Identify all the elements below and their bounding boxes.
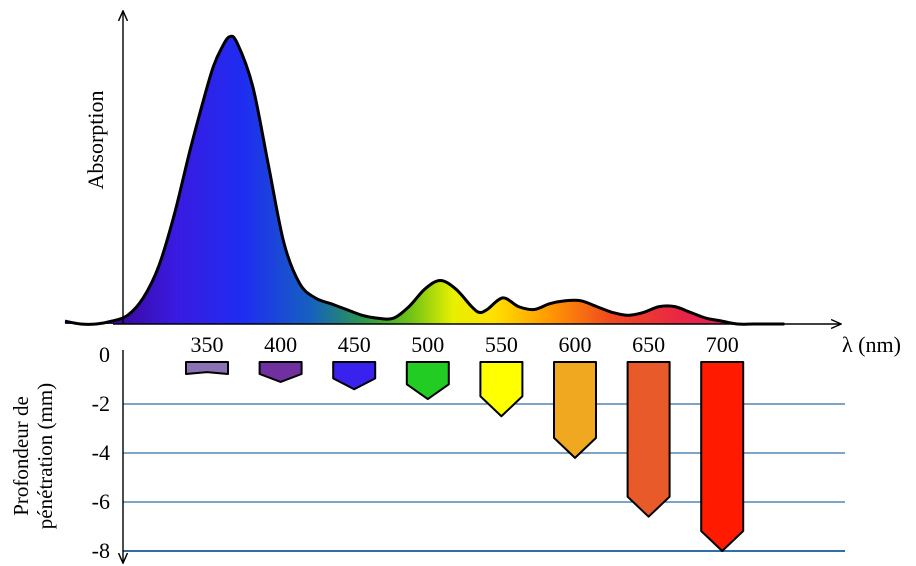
depth-tick-label: 0 [99, 342, 110, 367]
wavelength-tick-label: 700 [706, 332, 739, 357]
wavelength-tick-label: 350 [191, 332, 224, 357]
wavelength-tick-label: 400 [264, 332, 297, 357]
penetration-bar-400 [258, 361, 303, 383]
penetration-bar-650 [626, 361, 671, 518]
wavelength-tick-label: 600 [559, 332, 592, 357]
wavelength-axis-title: λ (nm) [842, 332, 901, 357]
wavelength-tick-label: 450 [338, 332, 371, 357]
absorption-curve-line [64, 34, 785, 326]
wavelength-tick-label: 500 [411, 332, 444, 357]
wavelength-tick-label: 550 [485, 332, 518, 357]
depth-tick-label: -6 [92, 489, 110, 514]
penetration-bars [185, 361, 745, 552]
absorption-axis-title: Absorption [83, 91, 108, 190]
penetration-bar-500 [405, 361, 450, 401]
absorption-curve-fill [65, 36, 785, 325]
penetration-bar-600 [553, 361, 597, 459]
wavelength-tick-labels: 350 400 450 500 550 600 650 700 [191, 332, 739, 357]
penetration-bar-350 [185, 361, 229, 375]
penetration-bar-700 [700, 361, 745, 552]
depth-tick-label: -8 [92, 538, 110, 563]
depth-axis-title-line1: Profondeur de [9, 396, 33, 516]
depth-tick-labels: 0 -2 -4 -6 -8 [92, 342, 110, 563]
depth-tick-label: -4 [92, 440, 110, 465]
penetration-bar-450 [332, 361, 377, 391]
depth-axis-title-line2: pénétration (mm) [33, 383, 57, 529]
depth-tick-label: -2 [92, 391, 110, 416]
penetration-bar-550 [479, 361, 524, 418]
wavelength-tick-label: 650 [632, 332, 665, 357]
